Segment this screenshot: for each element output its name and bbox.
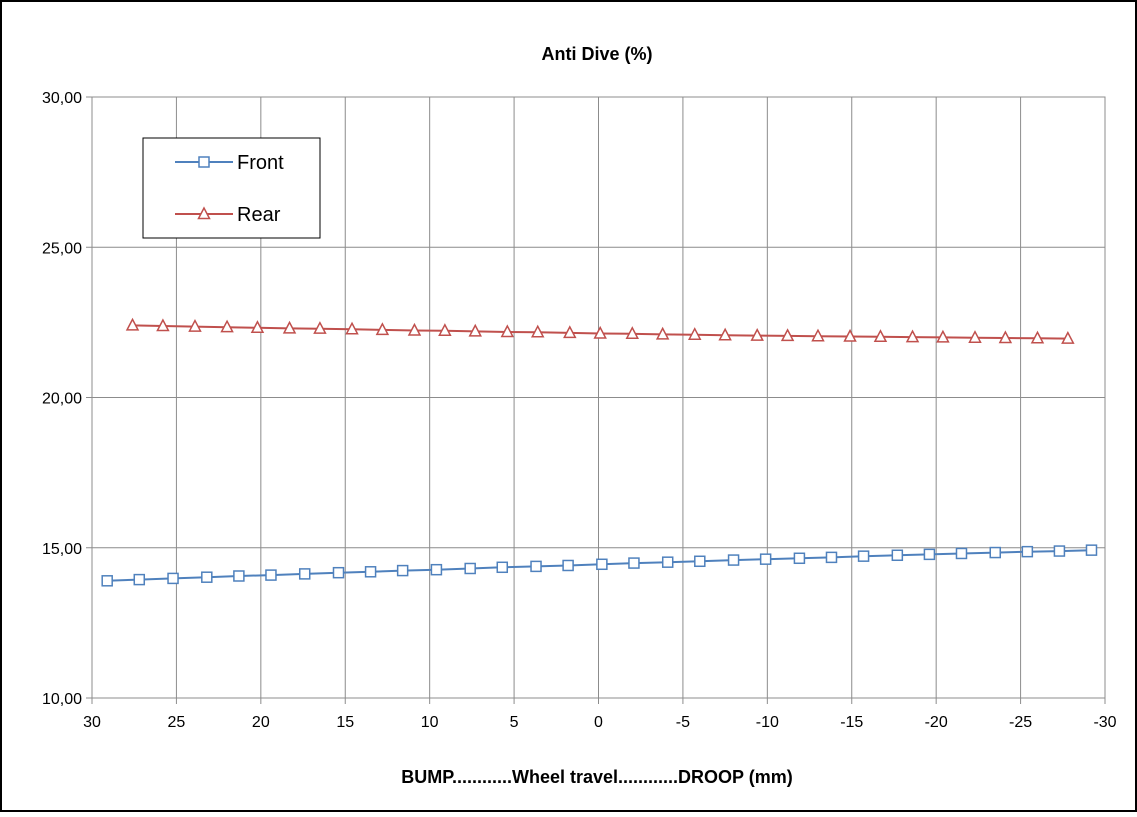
legend-label: Rear [237, 204, 281, 226]
data-point [661, 556, 674, 568]
data-point [596, 558, 608, 571]
data-point [750, 327, 764, 341]
data-point [133, 573, 146, 586]
data-point [407, 322, 422, 336]
legend: Front Rear [142, 137, 321, 239]
x-tick-label: 20 [252, 714, 270, 731]
data-point [628, 557, 640, 569]
data-point [563, 325, 577, 339]
y-tick-label: 10,00 [42, 691, 82, 708]
data-point [101, 575, 113, 587]
data-point [857, 550, 870, 562]
data-point [250, 320, 265, 334]
chart-title: Anti Dive (%) [541, 44, 652, 64]
data-point [233, 570, 245, 582]
data-point [936, 329, 950, 343]
axes: 30 25 20 15 10 5 0 -5 -10 -15 -20 -25 -30 10,00 15,00 2… [42, 90, 1117, 731]
data-point [998, 330, 1013, 344]
data-point [655, 326, 670, 340]
series-front [101, 544, 1098, 587]
data-point [873, 329, 888, 343]
legend-label: Front [237, 152, 284, 174]
data-point [530, 560, 542, 573]
data-point [718, 327, 732, 341]
data-point [464, 562, 476, 575]
legend-box [142, 137, 321, 239]
data-point [759, 553, 772, 565]
data-point [989, 546, 1002, 559]
plot-area [91, 96, 1106, 699]
x-tick-label: 15 [336, 714, 354, 731]
data-point [332, 566, 345, 579]
x-tick-label: 10 [421, 714, 439, 731]
data-point [375, 322, 390, 336]
data-point [694, 555, 706, 568]
x-tick-label: -20 [925, 714, 948, 731]
data-point [438, 323, 452, 337]
x-tick-label: -15 [840, 714, 863, 731]
data-point [530, 324, 545, 338]
data-point [496, 561, 509, 574]
x-tick-label: 5 [510, 714, 519, 731]
data-point [201, 571, 213, 583]
x-tick-label: -30 [1093, 714, 1116, 731]
data-point [1061, 330, 1075, 344]
data-point [687, 327, 702, 340]
data-point [265, 569, 277, 581]
data-point [220, 319, 234, 333]
x-axis-label: BUMP............Wheel travel............… [401, 767, 792, 787]
legend-marker [197, 206, 211, 220]
x-tick-label: -10 [756, 714, 779, 731]
legend-marker [198, 156, 210, 168]
data-point [727, 554, 740, 566]
data-point [625, 326, 640, 340]
data-point [905, 329, 920, 343]
data-point [282, 320, 297, 334]
data-point [167, 572, 179, 585]
data-point [891, 549, 904, 562]
data-point [843, 328, 857, 342]
series [101, 317, 1098, 587]
data-point [780, 328, 795, 342]
data-point [298, 568, 311, 580]
series-rear [125, 317, 1075, 344]
data-point [156, 318, 170, 332]
data-point [1021, 545, 1034, 558]
data-point [1085, 544, 1098, 556]
y-tick-label: 30,00 [42, 90, 82, 107]
y-tick-label: 20,00 [42, 391, 82, 408]
x-tick-label: -5 [676, 714, 690, 731]
data-point [345, 321, 359, 335]
data-point [825, 551, 838, 564]
data-point [468, 323, 482, 337]
data-point [1030, 330, 1045, 344]
x-tick-label: -25 [1009, 714, 1032, 731]
data-point [811, 328, 825, 342]
data-point [364, 566, 377, 578]
data-point [593, 325, 607, 339]
data-point [500, 324, 515, 338]
data-point [430, 563, 443, 576]
x-tick-label: 30 [83, 714, 101, 731]
data-point [188, 318, 202, 332]
data-point [968, 330, 982, 343]
data-point [955, 547, 968, 560]
y-tick-label: 25,00 [42, 240, 82, 257]
data-point [562, 559, 574, 572]
data-point [1053, 545, 1066, 557]
x-tick-label: 25 [168, 714, 186, 731]
data-point [125, 317, 140, 331]
data-point [793, 552, 806, 565]
data-point [396, 564, 409, 577]
x-tick-label: 0 [594, 714, 603, 731]
data-point [313, 321, 327, 334]
y-tick-label: 15,00 [42, 541, 82, 558]
data-point [923, 548, 936, 561]
